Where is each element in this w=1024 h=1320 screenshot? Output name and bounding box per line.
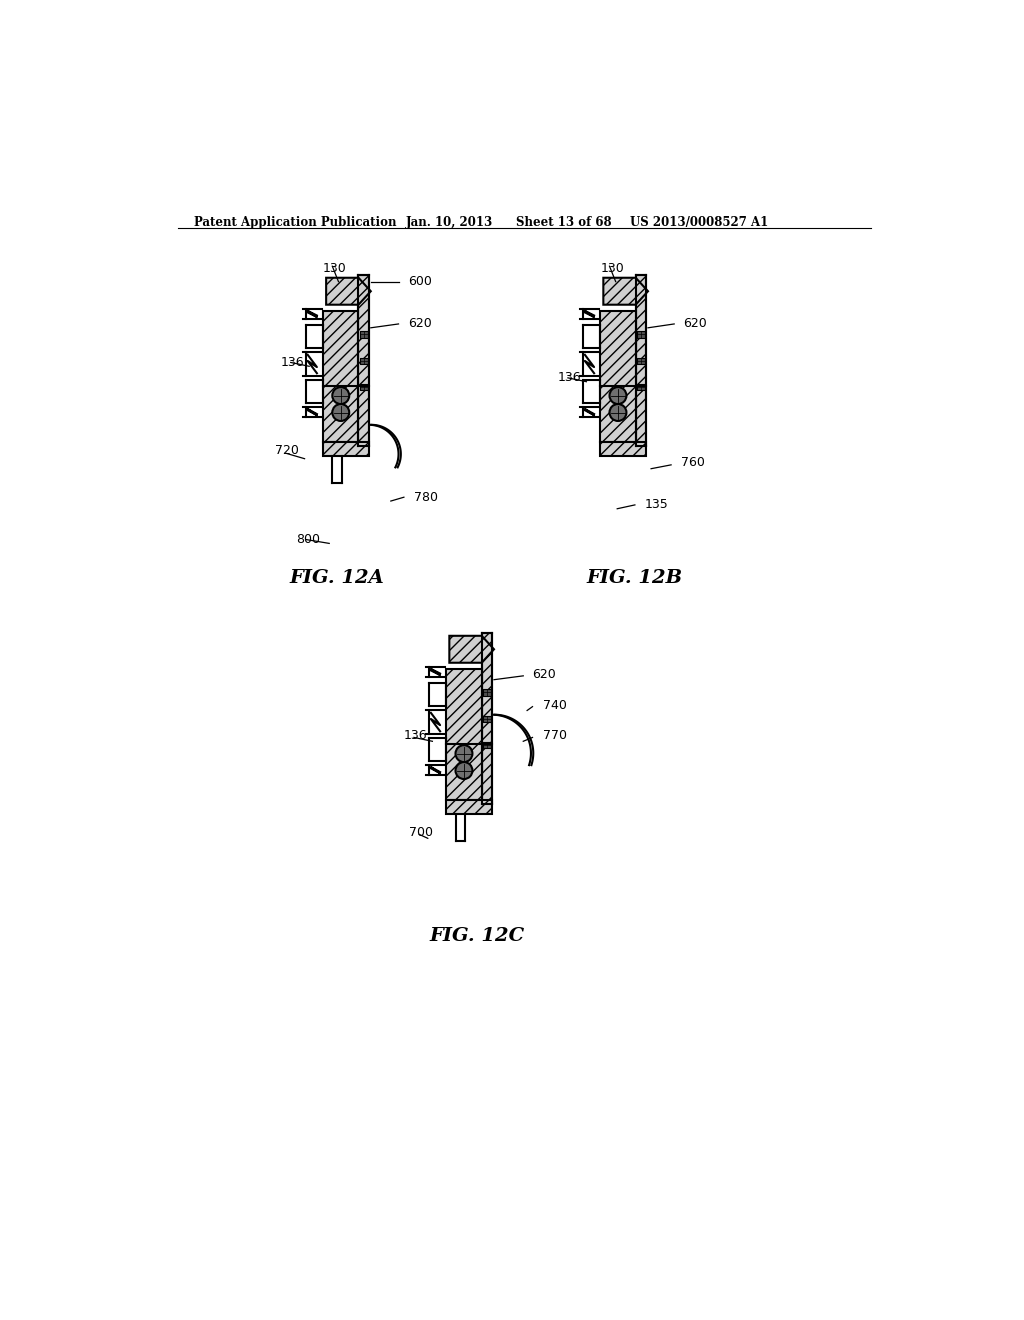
Text: FIG. 12C: FIG. 12C <box>429 927 524 945</box>
Text: 600: 600 <box>408 275 432 288</box>
Text: Sheet 13 of 68: Sheet 13 of 68 <box>515 216 611 230</box>
Text: 740: 740 <box>543 698 566 711</box>
Bar <box>483 715 490 722</box>
Text: 780: 780 <box>414 491 438 504</box>
Text: 136: 136 <box>403 730 428 742</box>
Bar <box>360 384 368 389</box>
Text: 720: 720 <box>275 445 299 458</box>
Text: 800: 800 <box>296 533 321 546</box>
Circle shape <box>456 762 472 779</box>
Text: 700: 700 <box>410 825 433 838</box>
Bar <box>600 312 636 442</box>
Bar <box>446 669 481 800</box>
Bar <box>360 331 368 338</box>
Text: FIG. 12B: FIG. 12B <box>587 569 683 587</box>
Text: 620: 620 <box>408 317 431 330</box>
Bar <box>600 442 646 455</box>
Bar <box>637 384 645 389</box>
Text: 130: 130 <box>600 261 624 275</box>
Polygon shape <box>326 277 371 305</box>
Text: US 2013/0008527 A1: US 2013/0008527 A1 <box>630 216 768 230</box>
Text: 620: 620 <box>532 668 556 681</box>
Polygon shape <box>603 277 648 305</box>
Bar <box>360 358 368 364</box>
Circle shape <box>609 387 627 404</box>
Circle shape <box>333 387 349 404</box>
Bar <box>637 331 645 338</box>
Bar <box>323 442 370 455</box>
Circle shape <box>333 404 349 421</box>
Text: 130: 130 <box>323 261 347 275</box>
Text: FIG. 12A: FIG. 12A <box>290 569 384 587</box>
Bar <box>483 689 490 696</box>
Text: 620: 620 <box>683 317 708 330</box>
Polygon shape <box>450 636 494 663</box>
Bar <box>446 800 493 813</box>
Text: 136: 136 <box>558 371 582 384</box>
Text: 770: 770 <box>543 730 566 742</box>
Bar <box>637 358 645 364</box>
Bar <box>358 275 370 446</box>
Bar <box>323 312 358 442</box>
Bar <box>481 632 493 804</box>
Circle shape <box>456 744 472 762</box>
Circle shape <box>609 404 627 421</box>
Bar <box>483 742 490 748</box>
Text: Jan. 10, 2013: Jan. 10, 2013 <box>407 216 494 230</box>
Text: 136: 136 <box>281 356 304 370</box>
Text: 135: 135 <box>645 499 669 511</box>
Text: 760: 760 <box>681 455 705 469</box>
Bar <box>636 275 646 446</box>
Text: Patent Application Publication: Patent Application Publication <box>194 216 396 230</box>
